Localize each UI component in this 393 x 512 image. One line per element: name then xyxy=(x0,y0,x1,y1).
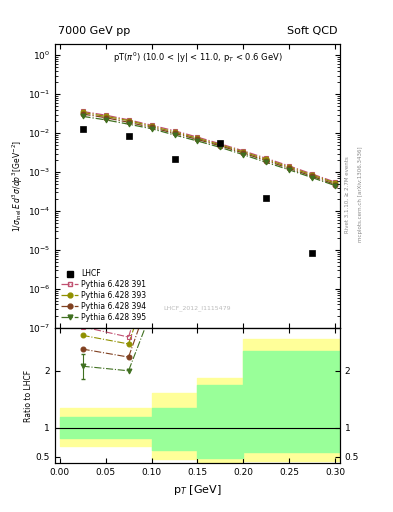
Pythia 6.428 391 xyxy=(149,122,154,129)
Line: Pythia 6.428 391: Pythia 6.428 391 xyxy=(80,109,338,185)
LHCF xyxy=(264,195,269,201)
Pythia 6.428 394 xyxy=(149,124,154,131)
Pythia 6.428 391 xyxy=(126,117,131,123)
Pythia 6.428 394 xyxy=(172,130,177,136)
Pythia 6.428 393 xyxy=(126,118,131,124)
Pythia 6.428 395 xyxy=(80,113,85,119)
Pythia 6.428 391 xyxy=(310,171,315,177)
Y-axis label: Ratio to LHCF: Ratio to LHCF xyxy=(24,370,33,422)
Pythia 6.428 394 xyxy=(287,165,292,172)
Pythia 6.428 393 xyxy=(149,123,154,130)
Pythia 6.428 394 xyxy=(310,173,315,179)
Pythia 6.428 391 xyxy=(172,127,177,134)
Line: Pythia 6.428 393: Pythia 6.428 393 xyxy=(80,110,338,186)
Pythia 6.428 391 xyxy=(195,134,200,140)
LHCF xyxy=(126,133,131,139)
Text: Soft QCD: Soft QCD xyxy=(286,27,337,36)
Pythia 6.428 394 xyxy=(126,119,131,125)
Pythia 6.428 394 xyxy=(218,143,223,149)
Pythia 6.428 393 xyxy=(218,142,223,148)
Pythia 6.428 393 xyxy=(103,113,108,119)
Pythia 6.428 393 xyxy=(195,135,200,141)
Pythia 6.428 394 xyxy=(103,115,108,121)
Pythia 6.428 395 xyxy=(287,167,292,173)
Pythia 6.428 393 xyxy=(172,129,177,135)
Pythia 6.428 393 xyxy=(287,164,292,170)
Pythia 6.428 391 xyxy=(241,148,246,154)
Pythia 6.428 395 xyxy=(310,175,315,181)
Line: Pythia 6.428 395: Pythia 6.428 395 xyxy=(80,114,338,188)
Pythia 6.428 393 xyxy=(264,156,269,162)
Pythia 6.428 395 xyxy=(333,183,338,189)
Pythia 6.428 394 xyxy=(241,150,246,156)
Pythia 6.428 391 xyxy=(218,141,223,147)
Pythia 6.428 391 xyxy=(287,163,292,169)
Pythia 6.428 395 xyxy=(264,159,269,165)
Pythia 6.428 395 xyxy=(149,125,154,132)
Line: Pythia 6.428 394: Pythia 6.428 394 xyxy=(80,112,338,187)
LHCF xyxy=(172,156,177,162)
Line: LHCF: LHCF xyxy=(79,125,316,256)
Legend: LHCF, Pythia 6.428 391, Pythia 6.428 393, Pythia 6.428 394, Pythia 6.428 395: LHCF, Pythia 6.428 391, Pythia 6.428 393… xyxy=(59,267,149,324)
Pythia 6.428 391 xyxy=(80,109,85,115)
Text: mcplots.cern.ch [arXiv:1306.3436]: mcplots.cern.ch [arXiv:1306.3436] xyxy=(358,147,364,242)
Pythia 6.428 393 xyxy=(241,149,246,155)
Y-axis label: $1/\sigma_{\rm inel}\,E\,d^3\sigma/dp^3\,[{\rm GeV}^{-2}]$: $1/\sigma_{\rm inel}\,E\,d^3\sigma/dp^3\… xyxy=(11,140,25,232)
Pythia 6.428 394 xyxy=(195,136,200,142)
Pythia 6.428 391 xyxy=(264,155,269,161)
Text: pT($\pi^0$) (10.0 < |y| < 11.0, p$_T$ < 0.6 GeV): pT($\pi^0$) (10.0 < |y| < 11.0, p$_T$ < … xyxy=(113,51,282,65)
Pythia 6.428 393 xyxy=(310,172,315,178)
LHCF xyxy=(310,250,315,256)
Text: LHCF_2012_I1115479: LHCF_2012_I1115479 xyxy=(163,305,231,311)
Pythia 6.428 395 xyxy=(195,138,200,144)
Pythia 6.428 394 xyxy=(80,111,85,117)
Pythia 6.428 393 xyxy=(80,110,85,116)
Pythia 6.428 395 xyxy=(241,152,246,158)
Pythia 6.428 393 xyxy=(333,180,338,186)
Text: Rivet 3.1.10, ≥ 2.7M events: Rivet 3.1.10, ≥ 2.7M events xyxy=(345,156,350,233)
Pythia 6.428 395 xyxy=(172,132,177,138)
Pythia 6.428 394 xyxy=(264,158,269,164)
LHCF xyxy=(80,125,85,132)
LHCF xyxy=(218,140,223,146)
X-axis label: p$_T$ [GeV]: p$_T$ [GeV] xyxy=(173,483,222,497)
Pythia 6.428 391 xyxy=(103,112,108,118)
Pythia 6.428 395 xyxy=(103,117,108,123)
Pythia 6.428 391 xyxy=(333,179,338,185)
Text: 7000 GeV pp: 7000 GeV pp xyxy=(58,27,130,36)
Pythia 6.428 395 xyxy=(126,121,131,127)
Pythia 6.428 395 xyxy=(218,144,223,151)
Pythia 6.428 394 xyxy=(333,181,338,187)
